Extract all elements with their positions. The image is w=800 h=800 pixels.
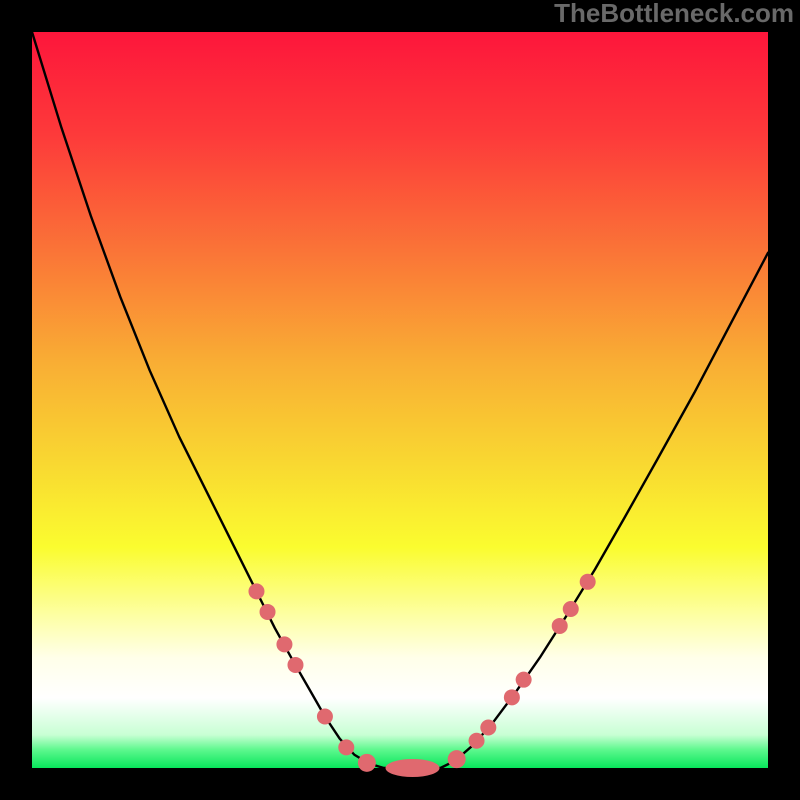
marker-dot	[448, 750, 466, 768]
marker-dot	[260, 604, 276, 620]
marker-dot	[248, 583, 264, 599]
marker-dot	[563, 601, 579, 617]
chart-svg	[0, 0, 800, 800]
marker-dot	[317, 708, 333, 724]
marker-dot	[504, 689, 520, 705]
marker-dot	[580, 574, 596, 590]
marker-dot	[287, 657, 303, 673]
marker-dot	[338, 739, 354, 755]
marker-dot	[552, 618, 568, 634]
marker-dot	[358, 754, 376, 772]
marker-capsule	[386, 759, 440, 777]
marker-dot	[480, 720, 496, 736]
watermark-label: TheBottleneck.com	[554, 0, 794, 29]
figure-root: TheBottleneck.com	[0, 0, 800, 800]
marker-dot	[469, 733, 485, 749]
marker-dot	[276, 636, 292, 652]
chart-background	[32, 32, 768, 768]
marker-dot	[516, 672, 532, 688]
